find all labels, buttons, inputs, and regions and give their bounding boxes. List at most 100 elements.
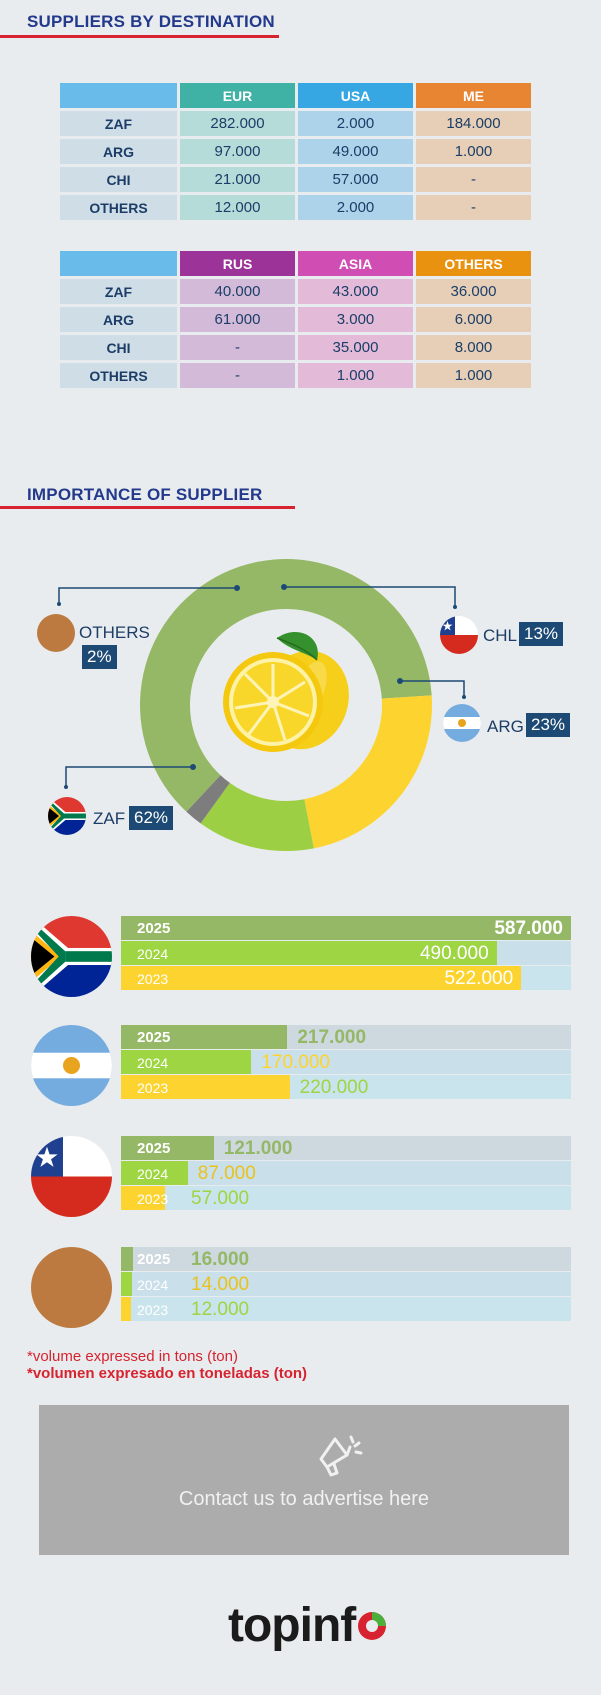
table-row: OTHERS - 1.000 1.000 bbox=[60, 363, 531, 388]
suppliers-by-destination-title: SUPPLIERS BY DESTINATION bbox=[27, 12, 275, 31]
table-row: CHI - 35.000 8.000 bbox=[60, 335, 531, 360]
leader-line-zaf bbox=[65, 766, 193, 787]
donut-pct-zaf: 62% bbox=[129, 806, 174, 830]
bar-group-zaf: 2025 587.000 2024 490.000 2023 522.000 bbox=[121, 916, 571, 991]
destination-table-1: EUR USA ME ZAF 282.000 2.000 184.000 ARG… bbox=[57, 80, 534, 223]
bar-2023 bbox=[121, 1297, 131, 1321]
bar-2025 bbox=[121, 1247, 134, 1271]
bar-track bbox=[121, 1247, 571, 1271]
table-corner bbox=[60, 251, 177, 276]
donut-slice-zaf bbox=[139, 559, 432, 812]
bar-row: 2025 587.000 bbox=[121, 916, 571, 941]
leader-dot bbox=[453, 605, 457, 609]
table-row: ZAF 282.000 2.000 184.000 bbox=[60, 111, 531, 136]
bar-2025 bbox=[121, 916, 571, 940]
row-label: ARG bbox=[60, 307, 177, 332]
table-cell: 49.000 bbox=[298, 139, 413, 164]
table-cell: 1.000 bbox=[416, 363, 531, 388]
leader-dot bbox=[462, 695, 466, 699]
argentina-flag-icon bbox=[443, 704, 481, 742]
bar-year-label: 2023 bbox=[137, 1080, 169, 1096]
donut-pct-chl: 13% bbox=[519, 622, 564, 646]
destination-table-2: RUS ASIA OTHERS ZAF 40.000 43.000 36.000… bbox=[57, 248, 534, 391]
volume-note-es: *volumen expresado en toneladas (ton) bbox=[27, 1365, 308, 1382]
bar-2023 bbox=[121, 966, 522, 990]
chile-flag-icon bbox=[440, 616, 478, 654]
title-underline bbox=[0, 35, 279, 38]
bar-row: 2023 12.000 bbox=[121, 1297, 571, 1322]
bar-year-label: 2023 bbox=[137, 1191, 169, 1207]
table-cell: 61.000 bbox=[180, 307, 295, 332]
header-others: OTHERS bbox=[416, 251, 531, 276]
bar-track bbox=[121, 1272, 571, 1296]
donut-label-chl: CHL bbox=[483, 626, 518, 645]
donut-slice-others bbox=[186, 775, 230, 824]
table-row: OTHERS 12.000 2.000 - bbox=[60, 195, 531, 220]
bar-group-others: 2025 16.000 2024 14.000 2023 12.000 bbox=[121, 1247, 571, 1322]
donut-label-others: OTHERS bbox=[79, 623, 150, 642]
bar-2023 bbox=[121, 1075, 290, 1099]
bar-group-chl: 2025 121.000 2024 87.000 2023 57.000 bbox=[121, 1136, 571, 1211]
bar-year-label: 2024 bbox=[137, 1277, 169, 1293]
leader-dot bbox=[190, 764, 196, 770]
bar-value-label: 87.000 bbox=[197, 1163, 256, 1184]
bar-2023 bbox=[121, 1186, 165, 1210]
table-cell: 12.000 bbox=[180, 195, 295, 220]
bar-2024 bbox=[121, 1161, 188, 1185]
bar-value-label: 14.000 bbox=[191, 1274, 250, 1295]
bar-value-label: 12.000 bbox=[191, 1299, 250, 1320]
bar-row: 2025 217.000 bbox=[121, 1025, 571, 1050]
bar-group-arg: 2025 217.000 2024 170.000 2023 220.000 bbox=[121, 1025, 571, 1100]
table-cell: 1.000 bbox=[298, 363, 413, 388]
table-row: ARG 97.000 49.000 1.000 bbox=[60, 139, 531, 164]
table-cell: 1.000 bbox=[416, 139, 531, 164]
donut-slice-chl bbox=[200, 782, 314, 851]
topinfo-logo[interactable]: topinf bbox=[228, 1598, 389, 1653]
table-row: ARG 61.000 3.000 6.000 bbox=[60, 307, 531, 332]
bar-year-label: 2024 bbox=[137, 946, 169, 962]
bar-value-label: 217.000 bbox=[297, 1027, 367, 1048]
bar-value-label: 587.000 bbox=[494, 918, 563, 939]
leader-dot bbox=[57, 602, 61, 606]
bar-year-label: 2025 bbox=[137, 1029, 171, 1046]
header-asia: ASIA bbox=[298, 251, 413, 276]
table-cell: 8.000 bbox=[416, 335, 531, 360]
south-africa-flag-icon bbox=[31, 916, 112, 997]
table-cell: 282.000 bbox=[180, 111, 295, 136]
bar-2024 bbox=[121, 1272, 132, 1296]
table-header-row: EUR USA ME bbox=[60, 83, 531, 108]
chile-flag-icon bbox=[31, 1136, 112, 1217]
bar-year-label: 2023 bbox=[137, 1302, 169, 1318]
leader-line-arg bbox=[400, 680, 465, 697]
bar-track bbox=[121, 1161, 571, 1185]
table-cell: 35.000 bbox=[298, 335, 413, 360]
bar-2024 bbox=[121, 1050, 252, 1074]
bar-value-label: 522.000 bbox=[444, 968, 514, 989]
bar-row: 2023 57.000 bbox=[121, 1186, 571, 1211]
bar-row: 2024 170.000 bbox=[121, 1050, 571, 1075]
leader-dot bbox=[64, 785, 68, 789]
table-cell: 36.000 bbox=[416, 279, 531, 304]
advertise-text: Contact us to advertise here bbox=[178, 1488, 430, 1510]
bar-row: 2024 14.000 bbox=[121, 1272, 571, 1297]
header-me: ME bbox=[416, 83, 531, 108]
leader-dot bbox=[397, 678, 403, 684]
donut-pct-others: 2% bbox=[82, 645, 117, 669]
table-cell: 2.000 bbox=[298, 195, 413, 220]
table-cell: 184.000 bbox=[416, 111, 531, 136]
table-cell: 97.000 bbox=[180, 139, 295, 164]
donut-pct-arg: 23% bbox=[526, 713, 571, 737]
bar-value-label: 16.000 bbox=[191, 1249, 250, 1270]
table-cell: - bbox=[416, 167, 531, 192]
table-row: CHI 21.000 57.000 - bbox=[60, 167, 531, 192]
row-label: CHI bbox=[60, 167, 177, 192]
advertise-banner[interactable]: Contact us to advertise here bbox=[39, 1405, 569, 1555]
bar-track bbox=[121, 1186, 571, 1210]
bar-track bbox=[121, 1297, 571, 1321]
volume-note-en: *volume expressed in tons (ton) bbox=[27, 1348, 238, 1365]
importance-of-supplier-title: IMPORTANCE OF SUPPLIER bbox=[27, 485, 263, 504]
donut-slice-arg bbox=[304, 695, 432, 849]
table-cell: - bbox=[180, 335, 295, 360]
table-cell: 40.000 bbox=[180, 279, 295, 304]
leader-line-others bbox=[58, 587, 237, 604]
